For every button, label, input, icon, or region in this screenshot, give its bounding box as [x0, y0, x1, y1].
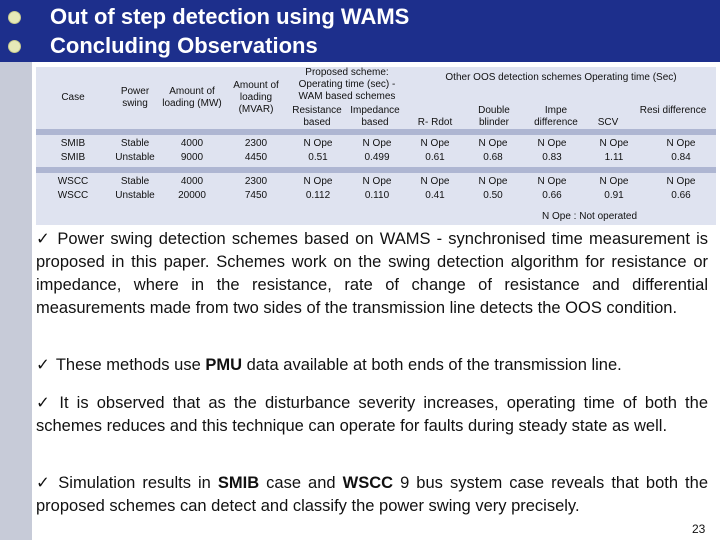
cell-scv: 1.11 [604, 152, 624, 163]
cell-swing: Stable [120, 176, 150, 187]
header-case: Case [61, 92, 85, 103]
table-footnote: N Ope : Not operated [542, 211, 638, 222]
table-separator [36, 167, 716, 173]
cell-double-blinder: N Ope [478, 176, 508, 187]
cell-impe-difference: 0.83 [542, 152, 562, 163]
checkmark-icon: ✓ [36, 473, 53, 492]
header-double-blinder: Double blinder [478, 105, 510, 128]
cell-resi-difference: N Ope [666, 176, 696, 187]
checkmark-icon: ✓ [36, 393, 54, 412]
cell-swing: Unstable [115, 190, 155, 201]
header-amount-mvar: Amount of loading (MVAR) [233, 80, 279, 115]
cell-mvar: 2300 [244, 176, 268, 187]
cell-swing: Stable [120, 138, 150, 149]
cell-resistance: 0.51 [308, 152, 328, 163]
cell-mw: 4000 [180, 138, 204, 149]
cell-impedance: N Ope [362, 138, 392, 149]
cell-resistance: N Ope [303, 176, 333, 187]
cell-mvar: 2300 [244, 138, 268, 149]
cell-resi-difference: 0.84 [671, 152, 691, 163]
table-separator [36, 129, 716, 135]
cell-case: SMIB [60, 138, 86, 149]
header-impe-difference: Impe difference [534, 105, 578, 128]
slide-subtitle: Concluding Observations [50, 33, 318, 58]
cell-impe-difference: 0.66 [542, 190, 562, 201]
cell-r-rdot: N Ope [420, 176, 450, 187]
cell-case: WSCC [57, 176, 89, 187]
header-r-rdot: R- Rdot [417, 117, 453, 128]
header-other-schemes: Other OOS detection schemes Operating ti… [406, 67, 716, 129]
slide-title: Out of step detection using WAMS [50, 4, 410, 29]
title-bullet-dot [8, 11, 21, 24]
cell-impedance: N Ope [362, 176, 392, 187]
cell-resi-difference: 0.66 [671, 190, 691, 201]
bullet-paragraph-1: ✓ Power swing detection schemes based on … [36, 227, 708, 320]
cell-double-blinder: 0.50 [483, 190, 503, 201]
bullet-paragraph-3: ✓ It is observed that as the disturbance … [36, 391, 708, 438]
header-resi-difference: Resi difference [639, 105, 707, 116]
bold-smib: SMIB [217, 474, 260, 492]
header-proposed-scheme: Proposed scheme: Operating time (sec) - … [288, 67, 406, 129]
cell-mw: 20000 [178, 190, 206, 201]
page-number: 23 [692, 522, 706, 536]
cell-scv: N Ope [599, 138, 629, 149]
left-accent-bar [0, 62, 32, 540]
cell-case: WSCC [57, 190, 89, 201]
bullet-1-text: Power swing detection schemes based on W… [36, 230, 708, 317]
table-row: WSCC Stable 4000 2300 N Ope N Ope N Ope … [36, 175, 716, 189]
cell-mw: 4000 [180, 176, 204, 187]
title-bar: Out of step detection using WAMS Conclud… [0, 0, 720, 62]
title-bullet-dot [8, 40, 21, 53]
bold-wscc: WSCC [342, 474, 394, 492]
cell-impe-difference: N Ope [537, 138, 567, 149]
cell-resistance: 0.112 [305, 190, 331, 201]
checkmark-icon: ✓ [36, 229, 52, 248]
cell-scv: N Ope [599, 176, 629, 187]
checkmark-icon: ✓ [36, 355, 50, 374]
cell-impe-difference: N Ope [537, 176, 567, 187]
cell-swing: Unstable [115, 152, 155, 163]
cell-double-blinder: 0.68 [483, 152, 503, 163]
cell-mw: 9000 [180, 152, 204, 163]
bullet-3-text: It is observed that as the disturbance s… [36, 394, 708, 435]
cell-resistance: N Ope [303, 138, 333, 149]
results-table: Case Power swing Amount of loading (MW) … [36, 67, 716, 225]
header-amount-mw: Amount of loading (MW) [162, 86, 222, 109]
cell-double-blinder: N Ope [478, 138, 508, 149]
cell-r-rdot: 0.61 [425, 152, 445, 163]
table-header-row: Case Power swing Amount of loading (MW) … [36, 67, 716, 129]
bold-pmu: PMU [205, 356, 242, 374]
cell-r-rdot: N Ope [420, 138, 450, 149]
bullet-paragraph-4: ✓ Simulation results in SMIB case and WSC… [36, 473, 708, 515]
cell-case: SMIB [60, 152, 86, 163]
header-resistance: Resistance based [292, 105, 342, 128]
header-impedance: Impedance based [350, 105, 400, 128]
cell-r-rdot: 0.41 [425, 190, 445, 201]
table-row: SMIB Stable 4000 2300 N Ope N Ope N Ope … [36, 137, 716, 151]
table-row: SMIB Unstable 9000 4450 0.51 0.499 0.61 … [36, 151, 716, 165]
table-row: WSCC Unstable 20000 7450 0.112 0.110 0.4… [36, 189, 716, 203]
cell-mvar: 7450 [244, 190, 268, 201]
cell-impedance: 0.499 [364, 152, 390, 163]
header-scv: SCV [597, 117, 619, 128]
bullet-paragraph-2: ✓ These methods use PMU data available at… [36, 355, 622, 374]
header-proposed-group: Proposed scheme: Operating time (sec) - … [298, 67, 396, 102]
cell-mvar: 4450 [244, 152, 268, 163]
header-power-swing: Power swing [120, 86, 150, 109]
cell-resi-difference: N Ope [666, 138, 696, 149]
cell-impedance: 0.110 [364, 190, 390, 201]
cell-scv: 0.91 [604, 190, 624, 201]
header-other-group: Other OOS detection schemes Operating ti… [445, 72, 677, 83]
